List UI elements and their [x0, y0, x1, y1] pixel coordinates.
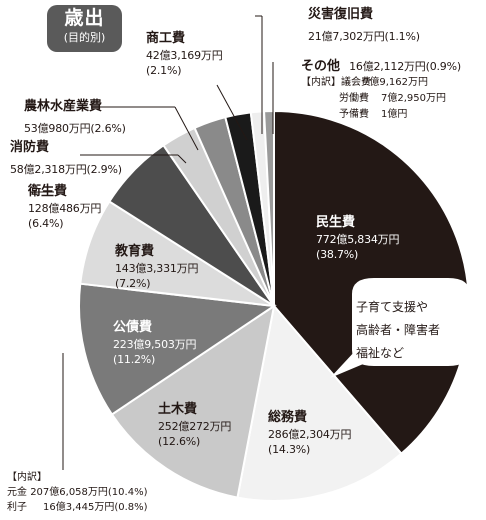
label-shoukou: 商工費 42億3,169万円 (2.1%) — [146, 31, 223, 78]
label-name: 教育費 — [115, 244, 155, 259]
label-pct: (12.6%) — [158, 435, 201, 449]
breakdown-row: 【内訳】議会費7億9,162万円 — [301, 75, 446, 91]
label-name: その他 — [301, 59, 341, 74]
label-name: 公債費 — [113, 320, 153, 335]
label-value: 21億7,302万円 — [308, 29, 385, 43]
leader-lines — [30, 15, 274, 470]
breakdown-row: 利子 16億3,445万円(0.8%) — [7, 500, 148, 515]
label-pct: (7.2%) — [115, 277, 151, 291]
pie-slice-3 — [78, 282, 277, 416]
label-pct: (6.4%) — [28, 217, 64, 231]
callout-bubble — [330, 278, 470, 378]
label-value: 16億2,112万円 — [349, 60, 426, 73]
label-pct: (2.6%) — [90, 121, 126, 135]
note-line: 福祉など — [356, 346, 405, 360]
breakdown-value: 7億2,950万円 — [381, 93, 446, 104]
label-pct: (1.1%) — [384, 29, 421, 43]
label-pct: (0.9%) — [425, 60, 462, 73]
label-name: 土木費 — [158, 402, 198, 417]
label-name: 農林水産業費 — [24, 99, 103, 114]
label-value: 42億3,169万円 — [146, 48, 223, 62]
breakdown-name: 利子 — [7, 502, 27, 513]
label-kyouiku: 教育費 143億3,331万円 (7.2%) — [115, 244, 198, 291]
label-value: 286億2,304万円 — [268, 427, 352, 441]
breakdown-row: 元金 207億6,058万円(10.4%) — [7, 485, 148, 500]
other-breakdown: 【内訳】議会費7億9,162万円 労働費 7億2,950万円 予備費 1億円 — [301, 75, 446, 123]
label-value: 128億486万円 — [28, 201, 102, 215]
label-kousai: 公債費 223億9,503万円 (11.2%) — [113, 320, 196, 367]
minsei-note: 子育て支援や 高齢者・障害者 福祉など — [356, 296, 454, 365]
breakdown-row: 労働費 7億2,950万円 — [301, 91, 446, 107]
title-badge: 歳出 (目的別) — [47, 5, 122, 52]
label-name: 商工費 — [146, 31, 186, 46]
note-line: 高齢者・障害者 — [356, 323, 441, 337]
label-saigai: 災害復旧費 21億7,302万円(1.1%) — [308, 7, 420, 46]
breakdown-name: 議会費 — [341, 77, 371, 88]
label-soumu: 総務費 286億2,304万円 (14.3%) — [268, 410, 351, 457]
breakdown-row: 予備費 1億円 — [301, 107, 446, 123]
label-doboku: 土木費 252億272万円 (12.6%) — [158, 402, 231, 449]
public-debt-breakdown: 【内訳】 元金 207億6,058万円(10.4%) 利子 16億3,445万円(… — [7, 470, 148, 515]
label-name: 衛生費 — [28, 184, 68, 199]
breakdown-head: 【内訳】 — [7, 472, 47, 483]
pie-slice-10 — [263, 109, 275, 307]
breakdown-value: 7億9,162万円 — [363, 77, 428, 88]
label-name: 災害復旧費 — [308, 7, 374, 22]
label-value: 143億3,331万円 — [115, 261, 199, 275]
breakdown-name: 予備費 — [339, 109, 369, 120]
breakdown-value: 207億6,058万円(10.4%) — [30, 487, 148, 498]
page-subtitle: (目的別) — [63, 31, 106, 44]
page-title: 歳出 — [64, 7, 105, 29]
label-nourin: 農林水産業費 53億980万円(2.6%) — [24, 99, 126, 138]
label-pct: (2.1%) — [146, 64, 182, 78]
label-name: 消防費 — [10, 140, 50, 155]
label-pct: (11.2%) — [113, 353, 156, 367]
label-value: 772億5,834万円 — [316, 232, 400, 246]
pie-slices — [78, 109, 470, 502]
note-line: 子育て支援や — [356, 300, 429, 314]
label-pct: (14.3%) — [268, 443, 311, 457]
label-value: 53億980万円 — [24, 121, 91, 135]
label-value: 223億9,503万円 — [113, 337, 197, 351]
label-minsei: 民生費 772億5,834万円 (38.7%) — [316, 215, 399, 262]
label-name: 総務費 — [268, 410, 308, 425]
breakdown-value: 1億円 — [381, 109, 408, 120]
label-pct: (38.7%) — [316, 248, 359, 262]
label-name: 民生費 — [316, 215, 356, 230]
label-value: 252億272万円 — [158, 419, 232, 433]
pie-slice-2 — [110, 303, 276, 499]
breakdown-name: 労働費 — [339, 93, 369, 104]
breakdown-head-item: 【内訳】議会費 — [301, 75, 371, 91]
label-sonota: その他 16億2,112万円(0.9%) — [301, 54, 461, 76]
label-eisei: 衛生費 128億486万円 (6.4%) — [28, 184, 101, 231]
label-value: 58億2,318万円 — [10, 162, 87, 176]
pie-slice-1 — [236, 303, 403, 502]
breakdown-head: 【内訳】 — [301, 77, 341, 88]
label-shoubou: 消防費 58億2,318万円(2.9%) — [10, 140, 122, 179]
breakdown-value: 16億3,445万円(0.8%) — [43, 502, 148, 513]
breakdown-name: 元金 — [7, 487, 27, 498]
label-pct: (2.9%) — [86, 162, 123, 176]
